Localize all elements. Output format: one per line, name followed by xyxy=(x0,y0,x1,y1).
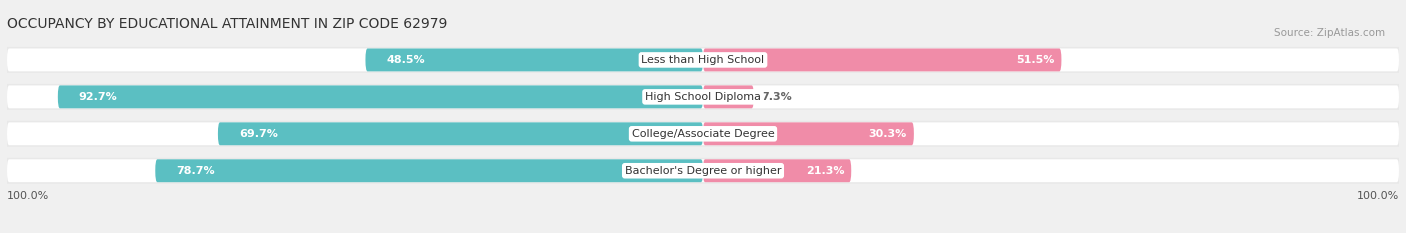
Text: College/Associate Degree: College/Associate Degree xyxy=(631,129,775,139)
FancyBboxPatch shape xyxy=(0,121,1406,147)
FancyBboxPatch shape xyxy=(703,122,914,145)
FancyBboxPatch shape xyxy=(7,159,1399,182)
Text: 100.0%: 100.0% xyxy=(1357,191,1399,201)
FancyBboxPatch shape xyxy=(0,47,1406,73)
Text: 78.7%: 78.7% xyxy=(176,166,215,176)
Text: 30.3%: 30.3% xyxy=(869,129,907,139)
Text: 21.3%: 21.3% xyxy=(806,166,844,176)
FancyBboxPatch shape xyxy=(58,86,703,108)
Text: High School Diploma: High School Diploma xyxy=(645,92,761,102)
FancyBboxPatch shape xyxy=(366,48,703,71)
FancyBboxPatch shape xyxy=(218,122,703,145)
Text: Source: ZipAtlas.com: Source: ZipAtlas.com xyxy=(1274,28,1385,38)
FancyBboxPatch shape xyxy=(7,48,1399,71)
Text: 92.7%: 92.7% xyxy=(79,92,118,102)
FancyBboxPatch shape xyxy=(155,159,703,182)
Text: 100.0%: 100.0% xyxy=(7,191,49,201)
FancyBboxPatch shape xyxy=(703,48,1062,71)
Text: Less than High School: Less than High School xyxy=(641,55,765,65)
Text: OCCUPANCY BY EDUCATIONAL ATTAINMENT IN ZIP CODE 62979: OCCUPANCY BY EDUCATIONAL ATTAINMENT IN Z… xyxy=(7,17,447,31)
FancyBboxPatch shape xyxy=(703,159,851,182)
FancyBboxPatch shape xyxy=(0,158,1406,184)
FancyBboxPatch shape xyxy=(7,122,1399,145)
Text: Bachelor's Degree or higher: Bachelor's Degree or higher xyxy=(624,166,782,176)
Text: 48.5%: 48.5% xyxy=(387,55,425,65)
Text: 69.7%: 69.7% xyxy=(239,129,277,139)
FancyBboxPatch shape xyxy=(7,86,1399,108)
Text: 7.3%: 7.3% xyxy=(761,92,792,102)
FancyBboxPatch shape xyxy=(0,84,1406,110)
Text: 51.5%: 51.5% xyxy=(1017,55,1054,65)
FancyBboxPatch shape xyxy=(703,86,754,108)
